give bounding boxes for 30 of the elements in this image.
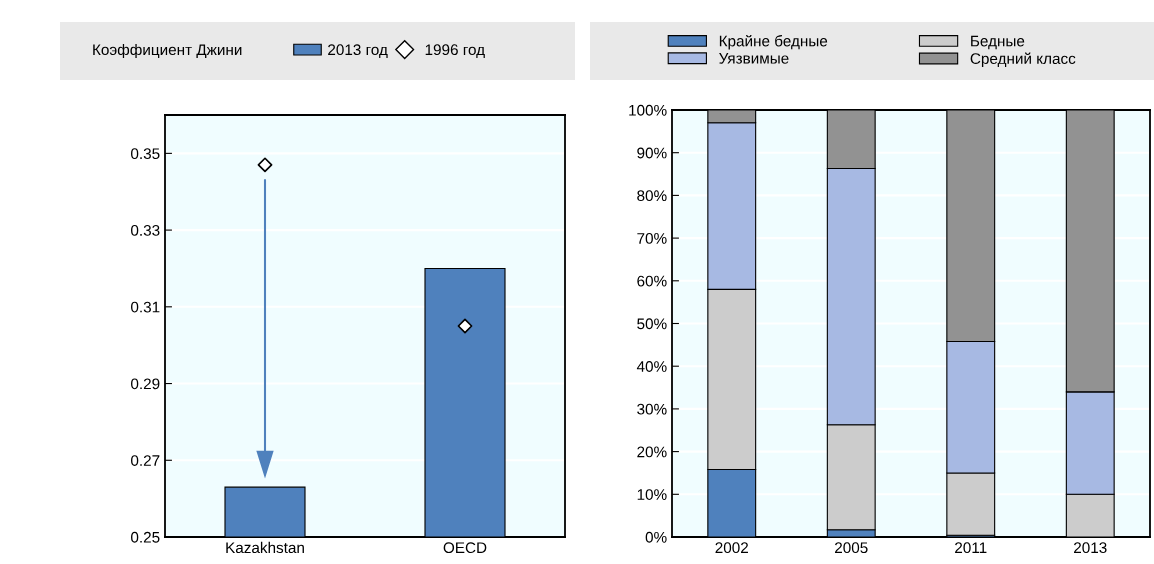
legend-label: Крайне бедные — [719, 34, 828, 50]
y-tick-label: 20% — [637, 446, 667, 458]
x-tick-label: Kazakhstan — [226, 541, 304, 554]
y-tick-label: 0.27 — [131, 455, 160, 466]
y-tick-label: 40% — [636, 361, 667, 372]
x-tick-label: 2011 — [955, 542, 987, 554]
x-tick-label: 2002 — [715, 542, 748, 554]
y-tick-label: 100% — [629, 104, 667, 116]
legend-title: Коэффициент Джини — [93, 43, 242, 59]
y-tick-label: 30% — [637, 403, 667, 415]
y-tick-label: 0.29 — [131, 378, 160, 390]
legend-label: Средний класс — [970, 52, 1076, 68]
x-tick-label: 2005 — [835, 542, 868, 554]
legend-label: Бедные — [971, 35, 1025, 50]
y-tick-label: 10% — [637, 489, 667, 500]
y-tick-label: 0.33 — [131, 224, 160, 236]
y-tick-label: 50% — [637, 318, 667, 330]
x-tick-label: 2013 — [1074, 542, 1107, 554]
x-tick-label: OECD — [443, 542, 487, 554]
y-tick-label: 0.35 — [131, 148, 160, 160]
legend-label: 1996 год — [425, 44, 485, 58]
y-tick-label: 0.31 — [131, 301, 160, 313]
y-tick-label: 70% — [637, 232, 667, 244]
y-tick-label: 0.25 — [131, 531, 160, 543]
y-tick-label: 80% — [637, 190, 667, 202]
y-tick-label: 90% — [637, 147, 667, 159]
y-tick-label: 0% — [645, 531, 667, 543]
legend-label: 2013 год — [328, 44, 388, 58]
legend-label: Уязвимые — [719, 53, 789, 64]
y-tick-label: 60% — [637, 275, 667, 287]
